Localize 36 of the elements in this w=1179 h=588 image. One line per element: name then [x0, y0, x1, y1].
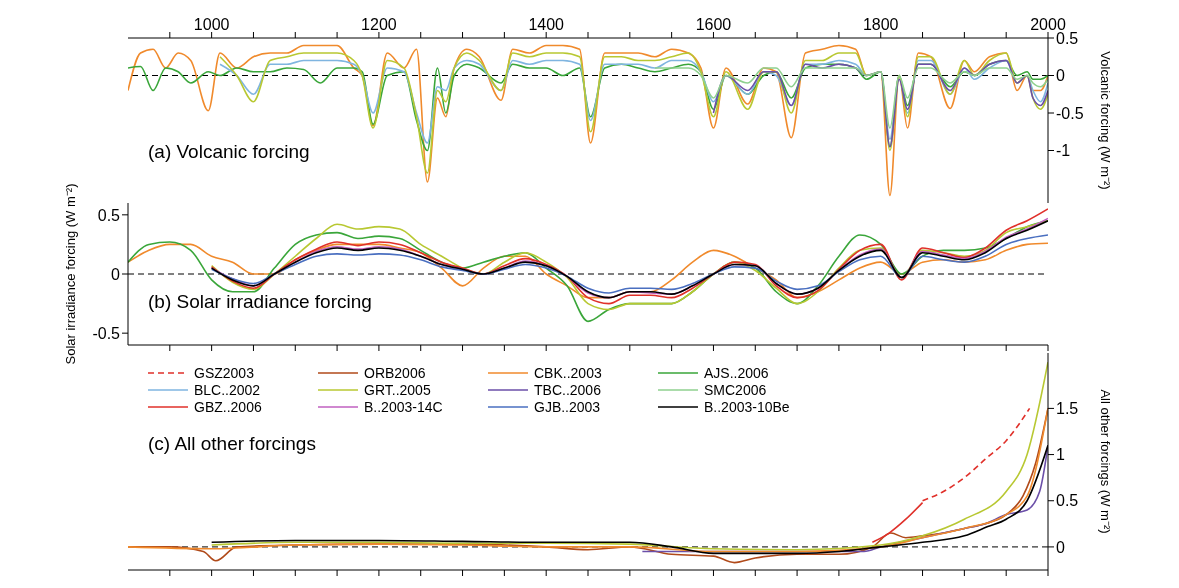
x-tick-label: 1000: [193, 16, 230, 33]
line-series: [712, 59, 1048, 148]
legend-label: GSZ2003: [194, 365, 254, 381]
text: (a) Volcanic forcing: [148, 141, 310, 163]
y-tick-label: 0.5: [1056, 492, 1079, 510]
x-tick-label: 1600: [695, 16, 732, 33]
y-tick-label: 1: [1056, 446, 1065, 464]
y-tick-label: 0: [1056, 538, 1065, 556]
text: B..2003-14C: [364, 399, 443, 415]
y-axis-title: Solar irradiance forcing (W m⁻²): [62, 183, 78, 365]
x-tick-label: 1800: [862, 16, 899, 33]
y-tick-label: 0: [1056, 67, 1065, 85]
y-tick-label: 1.5: [1056, 400, 1079, 418]
y-tick-label: -0.5: [92, 324, 121, 342]
line-series: [210, 234, 1048, 294]
text: BLC..2002: [194, 382, 261, 398]
text: B..2003-10Be: [704, 399, 790, 415]
x-tick-label: 1400: [528, 16, 565, 33]
text: (b) Solar irradiance forcing: [148, 291, 372, 313]
legend-label: ORB2006: [364, 365, 426, 381]
x-tick-label: 1200: [361, 16, 397, 33]
text: CBK..2003: [534, 365, 602, 381]
text: GJB..2003: [534, 399, 601, 415]
y-tick-label: -0.5: [1056, 104, 1084, 122]
text: GRT..2005: [364, 382, 431, 398]
y-axis-title: All other forcings (W m⁻²): [1098, 389, 1114, 534]
text: AJS..2006: [704, 365, 769, 381]
text: TBC..2006: [534, 382, 601, 398]
y-axis-title: Volcanic forcing (W m⁻²): [1098, 51, 1114, 190]
y-tick-label: 0.5: [97, 206, 121, 224]
text: (c) All other forcings: [148, 433, 316, 455]
text: GBZ..2006: [194, 399, 262, 415]
y-tick-label: -1: [1056, 142, 1071, 160]
text: SMC2006: [704, 382, 767, 398]
line-series: [654, 67, 1048, 129]
y-tick-label: 0: [111, 265, 121, 283]
